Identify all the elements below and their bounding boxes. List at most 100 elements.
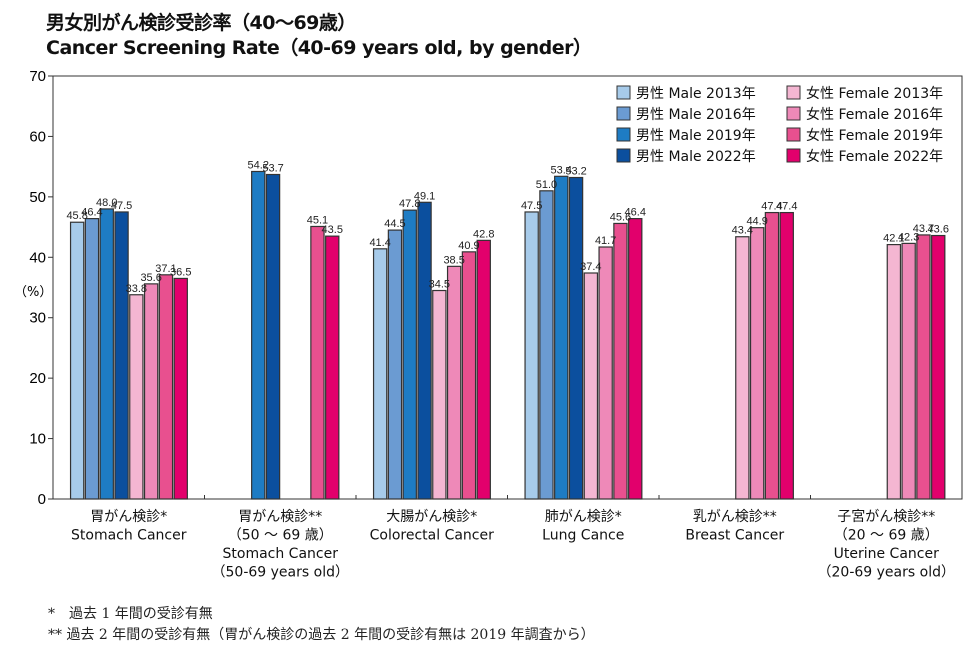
footnote-2: ** 過去 2 年間の受診有無（胃がん検診の過去 2 年間の受診有無は 2019… xyxy=(48,627,595,643)
data-label: 47.4 xyxy=(776,201,797,213)
data-label: 53.2 xyxy=(565,166,586,178)
bar xyxy=(158,274,174,500)
y-tick-label: 60 xyxy=(29,128,46,145)
bar xyxy=(173,277,188,500)
x-category-label: Stomach Cancer xyxy=(71,528,187,544)
data-label: 43.4 xyxy=(732,225,753,237)
footnote-1: * 過去 1 年間の受診有無 xyxy=(48,606,213,622)
bar xyxy=(476,239,491,500)
legend-label: 女性 Female 2019年 xyxy=(806,127,943,144)
x-category-label: Stomach Cancer xyxy=(223,546,339,562)
x-category-label: 子宮がん検診** xyxy=(837,509,935,525)
data-label: 38.5 xyxy=(443,254,464,266)
data-label: 42.8 xyxy=(473,228,494,240)
bar xyxy=(554,175,569,500)
x-category-label: Uterine Cancer xyxy=(834,546,939,562)
data-label: 49.1 xyxy=(414,190,435,202)
legend-swatch xyxy=(616,106,631,121)
x-category-label: 胃がん検診** xyxy=(238,509,322,525)
legend-label: 女性 Female 2016年 xyxy=(806,106,943,123)
bar xyxy=(84,218,100,500)
data-label: 48.0 xyxy=(96,197,117,209)
data-label: 45.6 xyxy=(610,211,631,223)
bar xyxy=(779,211,794,500)
y-tick-label: 10 xyxy=(29,431,46,448)
bar xyxy=(735,236,750,500)
legend-swatch xyxy=(616,148,631,163)
x-category-label: （20 〜 69 歳） xyxy=(834,528,939,544)
data-label: 51.0 xyxy=(536,179,557,191)
x-category-label: Lung Cance xyxy=(542,528,624,544)
data-label: 44.9 xyxy=(746,216,767,228)
bar xyxy=(417,201,432,500)
data-label: 42.1 xyxy=(883,233,904,245)
x-category-label: 大腸がん検診* xyxy=(386,509,477,525)
legend-label: 男性 Male 2013年 xyxy=(636,86,756,102)
y-axis-label: （%） xyxy=(14,285,52,300)
data-label: 47.5 xyxy=(111,200,132,212)
bar xyxy=(99,208,114,500)
x-category-label: （50 〜 69 歳） xyxy=(228,528,333,544)
bar xyxy=(114,211,129,500)
legend-swatch xyxy=(786,85,801,100)
bar xyxy=(886,243,902,500)
y-tick-label: 20 xyxy=(29,370,46,387)
y-tick-label: 50 xyxy=(29,189,46,206)
legend-label: 男性 Male 2019年 xyxy=(636,128,756,144)
data-label: 46.4 xyxy=(625,207,646,219)
chart-title: 男女別がん検診受診率（40〜69歳） xyxy=(46,12,356,34)
legend-swatch xyxy=(786,106,801,121)
y-tick-label: 0 xyxy=(38,491,46,508)
bar xyxy=(916,234,931,500)
x-category-label: Colorectal Cancer xyxy=(370,528,495,544)
bar xyxy=(387,229,403,500)
legend-label: 男性 Male 2016年 xyxy=(636,107,756,123)
data-label: 37.4 xyxy=(580,261,601,273)
x-category-label: Breast Cancer xyxy=(685,528,784,544)
x-category-label: 胃がん検診* xyxy=(90,509,167,525)
x-category-label: （20-69 years old） xyxy=(818,565,955,581)
data-label: 45.1 xyxy=(307,214,328,226)
legend-label: 女性 Female 2013年 xyxy=(806,85,943,102)
y-tick-label: 40 xyxy=(29,249,46,266)
legend-swatch xyxy=(616,127,631,142)
chart-subtitle: Cancer Screening Rate（40-69 years old, b… xyxy=(46,37,592,59)
data-label: 33.8 xyxy=(126,283,147,295)
bar xyxy=(310,225,325,500)
data-label: 41.4 xyxy=(369,237,390,249)
data-label: 47.8 xyxy=(399,198,420,210)
data-label: 41.7 xyxy=(595,235,616,247)
data-label: 37.1 xyxy=(155,263,176,275)
data-label: 53.4 xyxy=(551,164,572,176)
bar xyxy=(539,190,554,500)
legend-swatch xyxy=(786,148,801,163)
data-label: 45.8 xyxy=(66,210,87,222)
bar xyxy=(583,272,599,500)
bar xyxy=(251,170,266,500)
legend-label: 女性 Female 2022年 xyxy=(806,148,943,165)
bar xyxy=(461,251,477,500)
bar xyxy=(432,289,447,500)
bar xyxy=(129,294,144,500)
bar xyxy=(402,209,417,500)
data-label: 46.4 xyxy=(81,207,102,219)
data-label: 54.2 xyxy=(248,159,269,171)
bar xyxy=(931,234,946,500)
data-label: 44.5 xyxy=(384,218,405,230)
data-label: 43.5 xyxy=(322,224,343,236)
bar xyxy=(598,246,613,500)
data-label: 42.3 xyxy=(898,231,919,243)
bar xyxy=(325,235,340,500)
bar xyxy=(372,248,388,500)
legend-swatch xyxy=(786,127,801,142)
bar xyxy=(764,211,780,500)
legend-swatch xyxy=(616,85,631,100)
bar xyxy=(613,222,628,500)
bar xyxy=(901,242,916,500)
data-label: 36.5 xyxy=(170,266,191,278)
data-label: 47.4 xyxy=(761,201,782,213)
data-label: 35.6 xyxy=(140,272,161,284)
bar xyxy=(143,283,159,500)
bar xyxy=(568,176,584,500)
